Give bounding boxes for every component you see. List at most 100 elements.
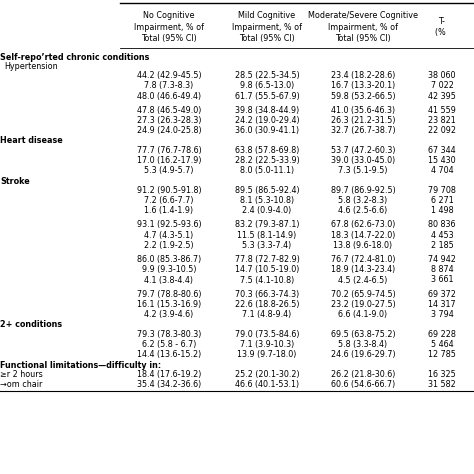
Text: 24.6 (19.6-29.7): 24.6 (19.6-29.7) xyxy=(331,350,395,359)
Text: No Cognitive
Impairment, % of
Total (95% CI): No Cognitive Impairment, % of Total (95%… xyxy=(134,11,204,43)
Text: 4.5 (2.4-6.5): 4.5 (2.4-6.5) xyxy=(338,275,388,284)
Text: 86.0 (85.3-86.7): 86.0 (85.3-86.7) xyxy=(137,255,201,264)
Text: 4.6 (2.5-6.6): 4.6 (2.5-6.6) xyxy=(338,206,388,215)
Text: 28.5 (22.5-34.5): 28.5 (22.5-34.5) xyxy=(235,71,300,80)
Text: 6.2 (5.8 - 6.7): 6.2 (5.8 - 6.7) xyxy=(142,340,196,349)
Text: 26.2 (21.8-30.6): 26.2 (21.8-30.6) xyxy=(331,370,395,379)
Text: 3 794: 3 794 xyxy=(430,310,453,319)
Text: 8.0 (5.0-11.1): 8.0 (5.0-11.1) xyxy=(240,166,294,175)
Text: 12 785: 12 785 xyxy=(428,350,456,359)
Text: 24.2 (19.0-29.4): 24.2 (19.0-29.4) xyxy=(235,116,299,125)
Text: Moderate/Severe Cognitive
Impairment, % of
Total (95% CI): Moderate/Severe Cognitive Impairment, % … xyxy=(308,11,418,43)
Text: 4 704: 4 704 xyxy=(431,166,453,175)
Text: 7.1 (4.8-9.4): 7.1 (4.8-9.4) xyxy=(242,310,292,319)
Text: 44.2 (42.9-45.5): 44.2 (42.9-45.5) xyxy=(137,71,201,80)
Text: 79.7 (78.8-80.6): 79.7 (78.8-80.6) xyxy=(137,290,201,299)
Text: 14.4 (13.6-15.2): 14.4 (13.6-15.2) xyxy=(137,350,201,359)
Text: 41.0 (35.6-46.3): 41.0 (35.6-46.3) xyxy=(331,106,395,115)
Text: 16.7 (13.3-20.1): 16.7 (13.3-20.1) xyxy=(331,82,395,91)
Text: 7.8 (7.3-8.3): 7.8 (7.3-8.3) xyxy=(145,82,193,91)
Text: 2.4 (0.9-4.0): 2.4 (0.9-4.0) xyxy=(242,206,292,215)
Text: 24.9 (24.0-25.8): 24.9 (24.0-25.8) xyxy=(137,126,201,135)
Text: 32.7 (26.7-38.7): 32.7 (26.7-38.7) xyxy=(331,126,395,135)
Text: Mild Cognitive
Impairment, % of
Total (95% CI): Mild Cognitive Impairment, % of Total (9… xyxy=(232,11,302,43)
Text: 7.1 (3.9-10.3): 7.1 (3.9-10.3) xyxy=(240,340,294,349)
Text: 7.2 (6.6-7.7): 7.2 (6.6-7.7) xyxy=(144,196,194,205)
Text: 77.7 (76.7-78.6): 77.7 (76.7-78.6) xyxy=(137,146,201,155)
Text: 16 325: 16 325 xyxy=(428,370,456,379)
Text: 18.9 (14.3-23.4): 18.9 (14.3-23.4) xyxy=(331,265,395,274)
Text: 69.5 (63.8-75.2): 69.5 (63.8-75.2) xyxy=(331,330,395,339)
Text: 36.0 (30.9-41.1): 36.0 (30.9-41.1) xyxy=(235,126,299,135)
Text: 4.2 (3.9-4.6): 4.2 (3.9-4.6) xyxy=(145,310,193,319)
Text: 48.0 (46.6-49.4): 48.0 (46.6-49.4) xyxy=(137,91,201,100)
Text: 91.2 (90.5-91.8): 91.2 (90.5-91.8) xyxy=(137,186,201,195)
Text: 5.8 (3.3-8.4): 5.8 (3.3-8.4) xyxy=(338,340,388,349)
Text: 5 464: 5 464 xyxy=(431,340,453,349)
Text: 89.7 (86.9-92.5): 89.7 (86.9-92.5) xyxy=(331,186,395,195)
Text: Self-repo’rted chronic conditions: Self-repo’rted chronic conditions xyxy=(0,53,149,62)
Text: 2+ conditions: 2+ conditions xyxy=(0,320,62,329)
Text: 42 395: 42 395 xyxy=(428,91,456,100)
Text: 13.9 (9.7-18.0): 13.9 (9.7-18.0) xyxy=(237,350,297,359)
Text: 41 559: 41 559 xyxy=(428,106,456,115)
Text: 31 582: 31 582 xyxy=(428,380,456,389)
Text: 4 453: 4 453 xyxy=(431,231,453,240)
Text: 46.6 (40.1-53.1): 46.6 (40.1-53.1) xyxy=(235,380,299,389)
Text: Stroke: Stroke xyxy=(0,176,30,185)
Text: 25.2 (20.1-30.2): 25.2 (20.1-30.2) xyxy=(235,370,299,379)
Text: 8.1 (5.3-10.8): 8.1 (5.3-10.8) xyxy=(240,196,294,205)
Text: 79 708: 79 708 xyxy=(428,186,456,195)
Text: 79.3 (78.3-80.3): 79.3 (78.3-80.3) xyxy=(137,330,201,339)
Text: 8 874: 8 874 xyxy=(431,265,453,274)
Text: 6.6 (4.1-9.0): 6.6 (4.1-9.0) xyxy=(338,310,388,319)
Text: 9.8 (6.5-13.0): 9.8 (6.5-13.0) xyxy=(240,82,294,91)
Text: 63.8 (57.8-69.8): 63.8 (57.8-69.8) xyxy=(235,146,299,155)
Text: 59.8 (53.2-66.5): 59.8 (53.2-66.5) xyxy=(331,91,395,100)
Text: 93.1 (92.5-93.6): 93.1 (92.5-93.6) xyxy=(137,220,201,229)
Text: 14.7 (10.5-19.0): 14.7 (10.5-19.0) xyxy=(235,265,299,274)
Text: 27.3 (26.3-28.3): 27.3 (26.3-28.3) xyxy=(137,116,201,125)
Text: 23.4 (18.2-28.6): 23.4 (18.2-28.6) xyxy=(331,71,395,80)
Text: 15 430: 15 430 xyxy=(428,156,456,165)
Text: T-
(%: T- (% xyxy=(436,17,448,37)
Text: 39.8 (34.8-44.9): 39.8 (34.8-44.9) xyxy=(235,106,299,115)
Text: Heart disease: Heart disease xyxy=(0,137,63,146)
Text: 5.3 (3.3-7.4): 5.3 (3.3-7.4) xyxy=(242,241,292,250)
Text: 67 344: 67 344 xyxy=(428,146,456,155)
Text: 1 498: 1 498 xyxy=(431,206,453,215)
Text: 69 372: 69 372 xyxy=(428,290,456,299)
Text: 83.2 (79.3-87.1): 83.2 (79.3-87.1) xyxy=(235,220,299,229)
Text: 38 060: 38 060 xyxy=(428,71,456,80)
Text: Hypertension: Hypertension xyxy=(4,62,58,71)
Text: 16.1 (15.3-16.9): 16.1 (15.3-16.9) xyxy=(137,300,201,309)
Text: 4.1 (3.8-4.4): 4.1 (3.8-4.4) xyxy=(145,275,193,284)
Text: 26.3 (21.2-31.5): 26.3 (21.2-31.5) xyxy=(331,116,395,125)
Text: 4.7 (4.3-5.1): 4.7 (4.3-5.1) xyxy=(145,231,193,240)
Text: 28.2 (22.5-33.9): 28.2 (22.5-33.9) xyxy=(235,156,300,165)
Text: 17.0 (16.2-17.9): 17.0 (16.2-17.9) xyxy=(137,156,201,165)
Text: 77.8 (72.7-82.9): 77.8 (72.7-82.9) xyxy=(235,255,300,264)
Text: 70.3 (66.3-74.3): 70.3 (66.3-74.3) xyxy=(235,290,299,299)
Text: 61.7 (55.5-67.9): 61.7 (55.5-67.9) xyxy=(235,91,300,100)
Text: 79.0 (73.5-84.6): 79.0 (73.5-84.6) xyxy=(235,330,299,339)
Text: 22 092: 22 092 xyxy=(428,126,456,135)
Text: Functional limitations—difficulty in:: Functional limitations—difficulty in: xyxy=(0,361,161,370)
Text: 47.8 (46.5-49.0): 47.8 (46.5-49.0) xyxy=(137,106,201,115)
Text: 13.8 (9.6-18.0): 13.8 (9.6-18.0) xyxy=(333,241,392,250)
Text: 18.4 (17.6-19.2): 18.4 (17.6-19.2) xyxy=(137,370,201,379)
Text: 3 661: 3 661 xyxy=(431,275,453,284)
Text: 2 185: 2 185 xyxy=(430,241,453,250)
Text: 7.3 (5.1-9.5): 7.3 (5.1-9.5) xyxy=(338,166,388,175)
Text: 60.6 (54.6-66.7): 60.6 (54.6-66.7) xyxy=(331,380,395,389)
Text: 67.8 (62.6-73.0): 67.8 (62.6-73.0) xyxy=(331,220,395,229)
Text: 18.3 (14.7-22.0): 18.3 (14.7-22.0) xyxy=(331,231,395,240)
Text: 22.6 (18.8-26.5): 22.6 (18.8-26.5) xyxy=(235,300,299,309)
Text: 74 942: 74 942 xyxy=(428,255,456,264)
Text: 14 317: 14 317 xyxy=(428,300,456,309)
Text: 6 271: 6 271 xyxy=(430,196,453,205)
Text: 9.9 (9.3-10.5): 9.9 (9.3-10.5) xyxy=(142,265,196,274)
Text: 23.2 (19.0-27.5): 23.2 (19.0-27.5) xyxy=(331,300,395,309)
Text: 7.5 (4.1-10.8): 7.5 (4.1-10.8) xyxy=(240,275,294,284)
Text: 1.6 (1.4-1.9): 1.6 (1.4-1.9) xyxy=(145,206,193,215)
